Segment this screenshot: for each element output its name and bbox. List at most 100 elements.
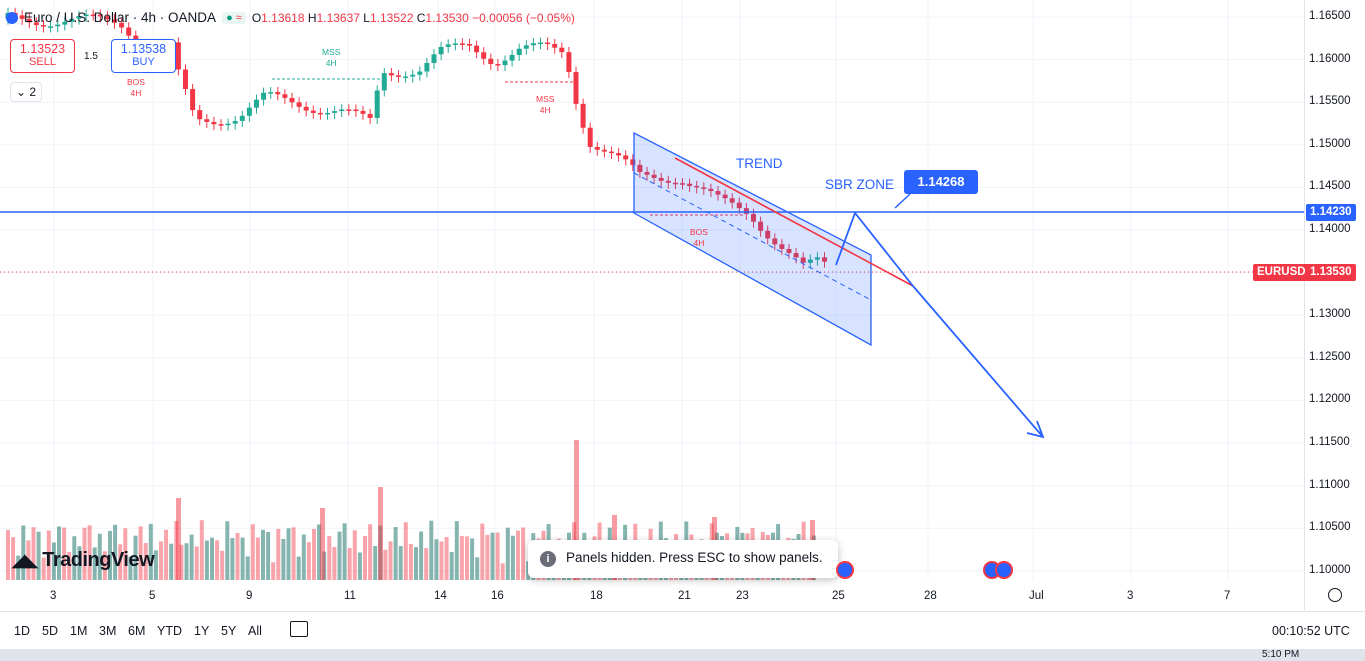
- timeframe-5y[interactable]: 5Y: [221, 624, 237, 638]
- trend-line: [674, 157, 914, 287]
- sbr-price-callout[interactable]: 1.14268: [904, 170, 978, 194]
- time-tick: Jul: [1029, 590, 1044, 602]
- candle-body: [566, 52, 572, 73]
- price-tick: 1.10000: [1309, 563, 1351, 576]
- volume-bar: [21, 525, 26, 580]
- candle-body: [332, 111, 338, 113]
- buy-button[interactable]: 1.13538 BUY: [111, 39, 176, 73]
- tradingview-mark-icon: ◢◣: [12, 551, 38, 570]
- chart-pane[interactable]: [0, 0, 1305, 610]
- axis-settings-icon[interactable]: [1328, 588, 1342, 602]
- price-tick: 1.10500: [1309, 521, 1351, 534]
- candle-body: [509, 54, 515, 61]
- candle-body: [523, 45, 529, 49]
- volume-bar: [393, 527, 398, 580]
- candle-body: [743, 208, 749, 214]
- volume-bar: [429, 520, 434, 580]
- candle-body: [672, 182, 678, 185]
- timeframe-1d[interactable]: 1D: [14, 624, 30, 638]
- candle-body: [609, 151, 614, 154]
- time-tick: 16: [491, 590, 504, 602]
- candle-body: [325, 112, 330, 115]
- volume-bar: [108, 530, 112, 580]
- candle-body: [538, 42, 543, 45]
- candle-body: [687, 183, 693, 186]
- timeframe-5d[interactable]: 5D: [42, 624, 58, 638]
- timeframe-all[interactable]: All: [248, 624, 262, 638]
- candle-body: [694, 185, 700, 188]
- event-flag-icons-2[interactable]: [983, 561, 1014, 584]
- candle-body: [715, 191, 721, 195]
- volume-bar: [92, 547, 97, 580]
- timeframe-3m[interactable]: 3M: [99, 624, 117, 638]
- candle-body: [303, 106, 309, 111]
- candle-body: [381, 73, 387, 91]
- volume-bar: [317, 524, 322, 580]
- candle-body: [630, 159, 636, 165]
- symbol-name-tag: EURUSD: [1253, 264, 1310, 281]
- volume-bar: [169, 543, 174, 580]
- bos-label-2: BOS 4H: [690, 227, 708, 248]
- candle-body: [83, 14, 89, 17]
- price-axis[interactable]: 1.16500 1.16000 1.15500 1.15000 1.14500 1.140…: [1304, 0, 1365, 610]
- volume-bar: [454, 521, 459, 580]
- time-tick: 5: [149, 590, 156, 602]
- candle-body: [729, 198, 735, 203]
- time-tick: 18: [590, 590, 603, 602]
- candle-body: [268, 92, 274, 94]
- candlestick-chart[interactable]: [0, 0, 1305, 610]
- candle-body: [481, 52, 487, 59]
- event-flag-icons-1[interactable]: [836, 561, 854, 584]
- candle-body: [197, 110, 203, 120]
- spread-value: 1.5: [84, 51, 98, 62]
- volume-bar: [434, 539, 439, 580]
- volume-bar: [102, 551, 107, 580]
- candle-body: [346, 109, 352, 111]
- volume-bar: [490, 532, 495, 580]
- sbr-zone-label[interactable]: SBR ZONE: [825, 177, 895, 192]
- candle-body: [736, 202, 742, 209]
- trend-label[interactable]: TREND: [736, 156, 783, 171]
- date-range-icon[interactable]: [290, 621, 308, 637]
- timeframe-6m[interactable]: 6M: [128, 624, 146, 638]
- candle-body: [680, 183, 685, 185]
- candle-body: [204, 119, 210, 122]
- candle-body: [601, 149, 607, 152]
- volume-bar: [230, 538, 235, 580]
- candle-body: [545, 42, 551, 45]
- candle-body: [55, 24, 61, 27]
- candle-body: [218, 124, 224, 126]
- timeframe-1m[interactable]: 1M: [70, 624, 88, 638]
- candle-body: [431, 54, 437, 63]
- candle-body: [119, 22, 125, 28]
- volume-bar: [342, 523, 347, 580]
- time-tick: 3: [1127, 590, 1134, 602]
- candle-body: [33, 22, 39, 26]
- volume-bar: [164, 529, 169, 580]
- candle-body: [594, 146, 600, 150]
- bos-label-1: BOS 4H: [127, 77, 145, 98]
- volume-bar: [72, 536, 77, 580]
- candle-body: [410, 74, 416, 77]
- timeframe-ytd[interactable]: YTD: [157, 624, 182, 638]
- sell-button[interactable]: 1.13523 SELL: [10, 39, 75, 73]
- candle-body: [807, 259, 813, 263]
- candle-body: [62, 21, 68, 25]
- volume-bar-peak: [320, 508, 325, 580]
- candle-body: [530, 43, 536, 46]
- candle-body: [190, 89, 196, 111]
- info-icon: i: [540, 551, 556, 567]
- volume-bar: [255, 537, 260, 580]
- candle-body: [211, 121, 217, 125]
- volume-bar: [444, 536, 449, 580]
- volume-bar: [347, 547, 352, 580]
- volume-bar: [250, 524, 255, 580]
- candle-body: [417, 71, 423, 75]
- globe-icon: [6, 11, 18, 24]
- timeframe-1y[interactable]: 1Y: [194, 624, 210, 638]
- utc-clock[interactable]: 00:10:52 UTC: [1272, 624, 1350, 638]
- indicators-toggle[interactable]: ⌄ 2: [10, 82, 42, 102]
- symbol-title[interactable]: Euro / U.S. Dollar · 4h · OANDA: [24, 10, 217, 25]
- candle-body: [459, 43, 465, 45]
- volume-bar: [204, 540, 209, 580]
